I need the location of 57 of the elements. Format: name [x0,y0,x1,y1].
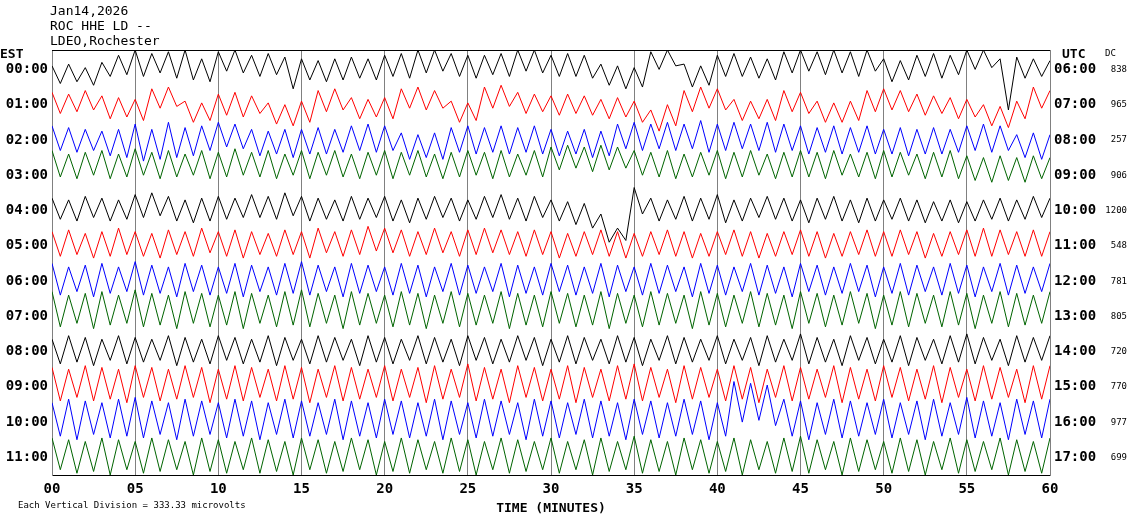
y-axis-title: EST [0,46,24,62]
y-tick-label: 06:00 [5,271,48,288]
text: 720 [1110,346,1127,358]
y-tick-label: 03:00 [5,165,48,182]
x-tick-label: 25 [459,480,477,497]
text: 965 [1110,99,1127,111]
x-axis-title: TIME (MINUTES) [496,499,606,515]
x-tick-label: 15 [293,480,310,497]
y-tick-label: 10:00 [5,412,48,429]
y2-tick-label: 09:00 [1054,165,1097,182]
y-tick-label: 01:00 [5,95,48,112]
y2-axis-title: UTC [1062,46,1086,62]
text: 781 [1110,275,1127,287]
text: 257 [1110,134,1127,146]
y2-tick-label: 13:00 [1054,306,1097,323]
y2-tick-label: 10:00 [1054,201,1097,218]
text: 977 [1110,416,1127,428]
y-tick-label: 09:00 [5,377,48,394]
x-tick-label: 60 [1041,480,1059,497]
text: 1200 [1105,204,1127,216]
y2-tick-label: 15:00 [1054,377,1097,394]
y-tick-label: 07:00 [5,306,48,323]
text: 548 [1110,240,1127,252]
y2-tick-label: 14:00 [1054,342,1097,359]
y2-tick-label: 17:00 [1054,448,1097,465]
y2-tick-label: 16:00 [1054,412,1097,429]
text: 906 [1110,169,1127,181]
text: 699 [1110,451,1127,463]
y2-tick-label: 07:00 [1054,95,1097,112]
x-tick-label: 30 [542,480,560,497]
x-tick-label: 55 [958,480,976,497]
y-tick-label: 05:00 [5,236,48,253]
text: LDEO,Rochester [50,33,160,48]
x-tick-label: 20 [376,480,394,497]
x-tick-label: 00 [43,480,61,497]
y-tick-label: 04:00 [5,201,48,218]
x-tick-label: 05 [126,480,144,497]
text: 770 [1110,381,1127,393]
chart-subtitle: ROC HHE LD -- [50,18,153,33]
x-tick-label: 40 [708,480,726,497]
y2-tick-label: 12:00 [1054,271,1097,288]
y-tick-label: 11:00 [5,448,48,465]
y-tick-label: 00:00 [5,60,48,77]
text: Each Vertical Division = 333.33 microvolts [18,500,246,511]
y-tick-label: 02:00 [5,130,48,147]
x-tick-label: 35 [625,480,643,497]
x-tick-label: 10 [209,480,227,497]
text: 805 [1110,310,1127,322]
y2-tick-label: 08:00 [1054,130,1097,147]
x-tick-label: 50 [875,480,893,497]
chart-title: Jan14,2026 [50,3,130,18]
text: 838 [1110,63,1127,75]
x-tick-label: 45 [792,480,809,497]
y-tick-label: 08:00 [5,342,48,359]
text: DC [1105,48,1116,59]
y2-tick-label: 06:00 [1054,60,1097,77]
y2-tick-label: 11:00 [1054,236,1097,253]
